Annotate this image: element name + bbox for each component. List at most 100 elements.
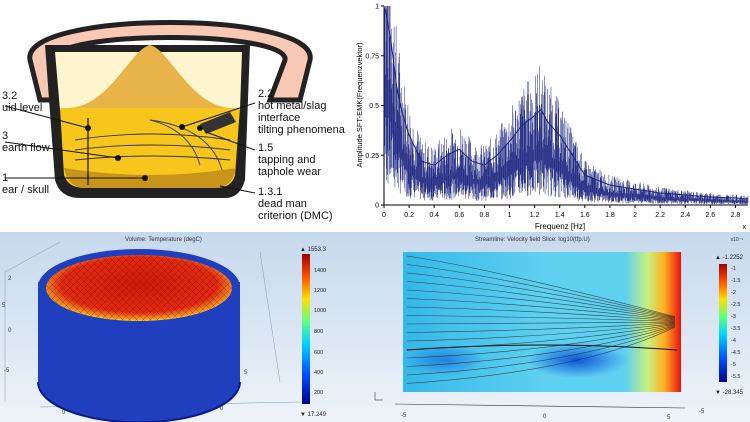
thermal-tick: 1400	[314, 268, 326, 274]
streamline-tick: -3	[731, 314, 736, 320]
thermal-axis-label: 0	[62, 410, 66, 416]
streamline-axis-labels: -5 0 5 -5	[401, 409, 705, 421]
streamline-min-label: ▼ -28.345	[715, 390, 744, 396]
furnace-diagram-panel: 3.2 uid level 3 earth flow 1 ear / skull…	[0, 0, 350, 232]
streamline	[406, 315, 676, 322]
x-tick-label: 2.6	[705, 212, 715, 219]
flow-lines	[74, 119, 231, 171]
bath-surface	[406, 344, 678, 351]
label-right-8: dead man	[258, 198, 307, 210]
streamline-tick: -5	[731, 362, 736, 368]
thermal-axis-label: 0	[220, 406, 224, 412]
y-tick-label: 0.5	[369, 103, 379, 110]
thermal-axis-label: -5	[4, 368, 10, 374]
x-tick-label: 0.6	[454, 212, 464, 219]
streamline	[406, 321, 676, 325]
series-amplitude-spikes	[383, 6, 749, 205]
thermal-model: Volume: Temperature (degC) ▲ 1553.3 ▼ 17…	[2, 237, 327, 422]
streamline-model-panel: Streamline: Velocity field Slice: log10(…	[345, 232, 750, 422]
thermal-min-label: ▼ 17.249	[300, 412, 327, 418]
streamlines	[406, 255, 676, 384]
streamline-tick: -4	[731, 338, 736, 344]
thermal-tick: 400	[314, 370, 323, 376]
thermal-tick: 1000	[314, 308, 326, 314]
thermal-axis-label: 5	[2, 303, 6, 309]
x-corner-label: x	[743, 224, 747, 231]
label-right-1: hot metal/slag	[258, 100, 327, 112]
streamline-tick: -3.5	[731, 326, 740, 332]
streamline	[406, 264, 676, 318]
x-tick-label: 0.8	[480, 212, 490, 219]
thermal-title: Volume: Temperature (degC)	[125, 237, 202, 243]
y-tick-label: 0	[375, 203, 379, 210]
label-right-4: 1.5	[258, 142, 274, 154]
label-left-0: 3.2	[2, 90, 18, 102]
low-velocity-zone-left	[405, 344, 485, 376]
thermal-axis-labels: 5 0 -5 0 5 2 0	[2, 276, 248, 416]
streamline	[406, 326, 676, 384]
x-tick-label: 0.2	[404, 212, 414, 219]
y-tick-label: 0.75	[365, 53, 379, 60]
label-right-0: 2.2	[258, 88, 274, 100]
streamline	[406, 324, 676, 359]
streamline-tick: -4.5	[731, 350, 740, 356]
streamline	[406, 281, 676, 320]
x-tick-label: 0	[382, 212, 386, 219]
label-left-3: earth flow	[2, 142, 50, 154]
thermal-axis-label: 5	[244, 370, 248, 376]
streamline-axes	[374, 392, 686, 409]
series-amplitude	[383, 5, 749, 200]
label-left-2: 3	[2, 130, 9, 142]
thermal-axis-label: 0	[8, 328, 12, 334]
label-left-5: ear / skull	[2, 184, 50, 196]
spectrum-chart-panel: 0 0.2 0.4 0.6 0.8 1 1.2 1.4 1.6 1.8 2 2.2 2.4 2.6 2.8 …	[350, 0, 750, 232]
x-tick-label: 2	[633, 212, 637, 219]
x-tick-label: 1.4	[555, 212, 565, 219]
label-left-4: 1	[2, 172, 9, 184]
y-ticks: 0 0.25 0.5 0.75 1	[365, 4, 384, 210]
furnace-diagram	[4, 20, 313, 198]
streamline-axis-label: 0	[543, 414, 547, 420]
label-right-9: criterion (DMC)	[258, 210, 333, 222]
thermal-colorbar	[302, 254, 310, 404]
streamline-tick: -1.5	[731, 278, 740, 284]
streamline-tick: -5.5	[731, 374, 740, 380]
streamline	[406, 289, 676, 320]
x-tick-label: 1.6	[580, 212, 590, 219]
streamline	[406, 322, 676, 333]
label-right-6: taphole wear	[258, 166, 321, 178]
burden-cone	[70, 45, 230, 108]
x-axis-label: Frequenz [Hz]	[535, 222, 585, 231]
streamline	[406, 325, 676, 376]
x-tick-label: 2.2	[655, 212, 665, 219]
y-tick-label: 1	[375, 4, 379, 11]
spectrum-chart: 0 0.2 0.4 0.6 0.8 1 1.2 1.4 1.6 1.8 2 2.2 2.4 2.6 2.8 …	[355, 4, 749, 231]
x-tick-label: 1	[508, 212, 512, 219]
thermal-max-label: ▲ 1553.3	[300, 247, 327, 253]
streamline-tick: -1	[731, 266, 736, 272]
streamline	[406, 272, 676, 319]
x-ticks: 0 0.2 0.4 0.6 0.8 1 1.2 1.4 1.6 1.8 2 2.2 2.4 2.6 2.8	[382, 205, 740, 219]
x-tick-label: 2.8	[731, 212, 741, 219]
y-tick-label: 0.25	[365, 153, 379, 160]
streamline-tick: -2.5	[731, 302, 740, 308]
thermal-model-panel: Volume: Temperature (degC) ▲ 1553.3 ▼ 17…	[0, 232, 345, 422]
hot-metal	[60, 108, 240, 188]
streamline-title: Streamline: Velocity field Slice: log10(…	[475, 237, 590, 243]
streamline-axis-label: -5	[699, 409, 705, 415]
streamline-model: Streamline: Velocity field Slice: log10(…	[374, 237, 744, 421]
thermal-axis-label: 2	[8, 276, 12, 282]
skull-layer	[64, 168, 236, 188]
streamline-corner-label: x10⁻¹	[731, 237, 744, 243]
x-tick-label: 2.4	[680, 212, 690, 219]
thermal-tick: 600	[314, 350, 323, 356]
streamline-tick: -2	[731, 290, 736, 296]
streamline-axis-label: -5	[401, 413, 407, 419]
streamline-colorbar	[719, 264, 727, 382]
streamline	[406, 255, 676, 318]
label-right-3: tilting phenomena	[258, 124, 345, 136]
x-tick-label: 0.4	[429, 212, 439, 219]
x-tick-label: 1.2	[530, 212, 540, 219]
streamline	[406, 323, 676, 342]
